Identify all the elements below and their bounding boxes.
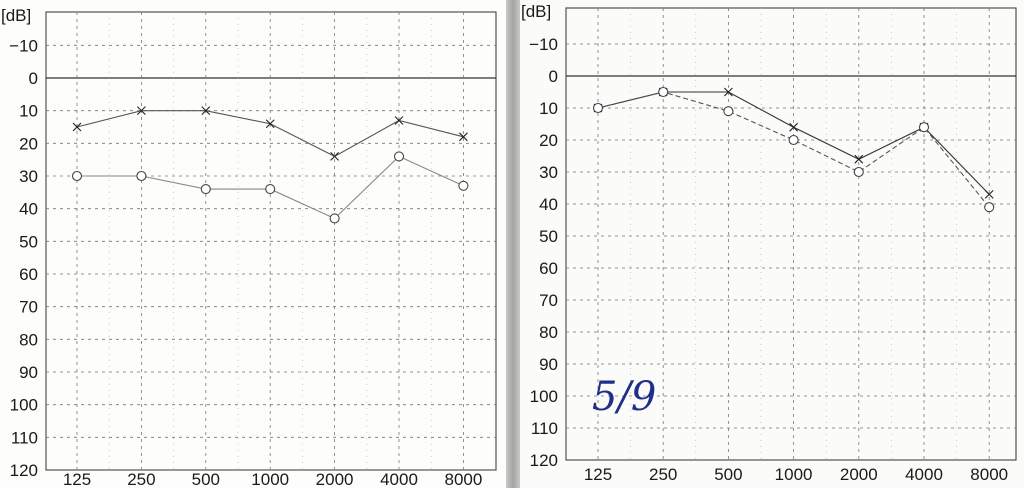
left-cross-marker xyxy=(137,106,146,116)
right-x-tick-label: 1000 xyxy=(775,465,813,484)
right-x-tick-label: 8000 xyxy=(970,465,1008,484)
right-y-tick-label: 60 xyxy=(539,259,558,278)
left-y-axis-unit-label: [dB] xyxy=(1,6,31,25)
left-circle-marker xyxy=(136,170,147,182)
left-x-tick-label: 125 xyxy=(63,470,91,488)
left-y-tick-label: 60 xyxy=(19,265,38,284)
right-y-tick-label: 20 xyxy=(539,131,558,150)
left-cross-marker xyxy=(330,152,339,161)
right-circle-marker xyxy=(658,86,669,98)
right-cross-marker xyxy=(724,87,733,97)
left-y-tick-label: 110 xyxy=(11,428,38,447)
right-y-tick-label: −10 xyxy=(529,35,558,54)
right-circle-marker xyxy=(592,102,604,114)
right-audiogram-chart: −10 0 10 20 30 40 50 60 70 80 90 100 110 120 [dB] 125 25… xyxy=(521,2,1017,484)
right-y-tick-label: 30 xyxy=(539,163,558,182)
right-y-tick-label: 10 xyxy=(539,99,558,118)
left-circle-marker xyxy=(458,180,469,191)
left-y-tick-label: 120 xyxy=(10,461,38,480)
handwritten-date-note: 5/9 xyxy=(592,374,656,420)
right-cross-marker xyxy=(984,190,994,199)
left-cross-marker xyxy=(201,106,211,116)
left-y-tick-label: 10 xyxy=(19,102,38,121)
left-y-tick-label: 0 xyxy=(29,69,38,88)
left-x-tick-label: 4000 xyxy=(380,470,418,488)
right-y-tick-label: 80 xyxy=(539,323,558,342)
right-y-tick-label: 100 xyxy=(530,387,558,406)
right-y-tick-label: 50 xyxy=(539,227,558,246)
left-y-tick-label: 40 xyxy=(19,200,38,219)
left-x-tick-label: 500 xyxy=(192,470,220,488)
right-circle-marker xyxy=(984,202,995,213)
right-y-tick-label: 70 xyxy=(539,291,558,310)
left-circle-marker xyxy=(71,170,83,182)
right-circle-marker xyxy=(918,122,930,133)
right-y-tick-label: 110 xyxy=(531,419,558,438)
left-x-tick-label: 1000 xyxy=(251,470,289,488)
right-circle-marker xyxy=(788,134,799,146)
right-y-tick-label: 40 xyxy=(539,195,558,214)
left-circle-marker xyxy=(200,184,211,195)
left-y-tick-label: 70 xyxy=(19,298,38,317)
left-y-tick-label: 50 xyxy=(19,232,38,251)
left-y-tick-label: 100 xyxy=(10,396,38,415)
right-y-tick-label: 120 xyxy=(530,451,558,470)
right-x-tick-label: 125 xyxy=(584,465,612,484)
right-circle-marker xyxy=(723,106,734,117)
right-audiogram-panel: −10 0 10 20 30 40 50 60 70 80 90 100 110 120 [dB] 125 25… xyxy=(520,0,1024,488)
right-x-tick-label: 2000 xyxy=(840,465,878,484)
left-cross-marker xyxy=(459,132,468,142)
right-y-tick-label: 90 xyxy=(539,355,558,374)
left-x-tick-label: 2000 xyxy=(316,470,354,488)
left-cross-marker xyxy=(265,119,275,129)
left-circle-marker xyxy=(265,184,276,195)
right-y-axis-unit-label: [dB] xyxy=(521,2,551,21)
left-cross-marker xyxy=(394,116,404,125)
left-y-tick-label: 90 xyxy=(19,363,38,382)
left-x-tick-label: 250 xyxy=(127,470,155,488)
left-y-tick-label: 20 xyxy=(19,134,38,153)
left-audiogram-chart: −10 0 10 20 30 40 50 60 70 80 90 100 110 120 [dB] 125 25… xyxy=(1,6,497,488)
right-y-tick-label: 0 xyxy=(549,67,558,86)
right-x-tick-label: 250 xyxy=(649,465,677,484)
left-x-tick-label: 8000 xyxy=(444,470,482,488)
right-x-tick-label: 4000 xyxy=(905,465,943,484)
right-cross-marker xyxy=(854,154,864,164)
right-x-tick-label: 500 xyxy=(714,465,742,484)
left-y-tick-label: 30 xyxy=(19,167,38,186)
right-plot-frame xyxy=(565,7,1017,461)
left-y-tick-label: 80 xyxy=(19,330,38,349)
left-y-tick-label: −10 xyxy=(9,36,38,55)
left-circle-marker xyxy=(393,151,405,162)
page-gutter xyxy=(506,0,520,488)
left-audiogram-panel: −10 0 10 20 30 40 50 60 70 80 90 100 110 120 [dB] 125 25… xyxy=(0,0,506,488)
left-circle-marker xyxy=(329,213,340,224)
left-cross-marker xyxy=(72,122,82,132)
right-circle-marker xyxy=(853,166,864,178)
right-cross-marker xyxy=(789,122,798,132)
